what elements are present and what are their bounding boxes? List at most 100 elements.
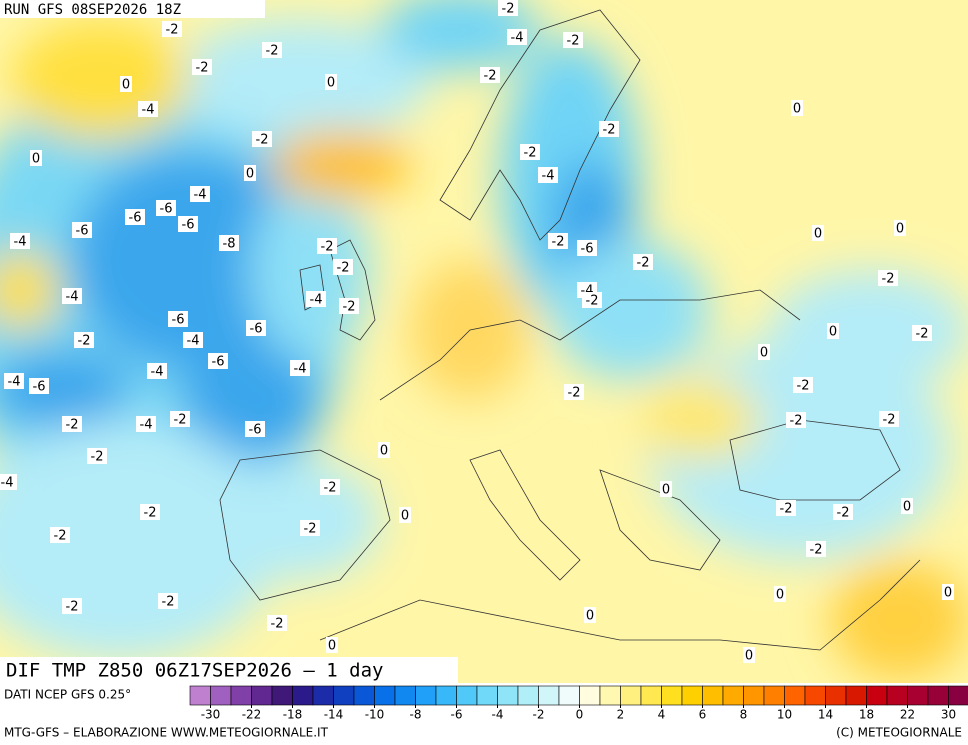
colorbar-tick-label: -6 bbox=[451, 708, 463, 722]
contour-label-bg bbox=[791, 100, 803, 116]
contour-label: -4 bbox=[14, 235, 27, 250]
contour-label: 0 bbox=[944, 586, 952, 601]
colorbar-swatch bbox=[476, 685, 498, 706]
colorbar-swatch bbox=[456, 685, 478, 706]
colorbar-tick-label: -22 bbox=[242, 708, 262, 722]
colorbar-swatch bbox=[374, 685, 396, 706]
contour-label-bg bbox=[507, 29, 527, 45]
contour-label: -6 bbox=[172, 313, 185, 328]
colorbar-tick-label: -4 bbox=[492, 708, 504, 722]
contour-label-bg bbox=[480, 67, 500, 83]
contour-label-bg bbox=[912, 325, 932, 341]
contour-label-bg bbox=[158, 593, 178, 609]
contour-label: -6 bbox=[33, 380, 46, 395]
contour-label-bg bbox=[62, 416, 82, 432]
contour-label: -2 bbox=[790, 414, 803, 429]
contour-label: 0 bbox=[745, 649, 753, 664]
contour-label-bg bbox=[743, 647, 755, 663]
colorbar-swatch bbox=[620, 685, 642, 706]
colorbar-tick-label: 30 bbox=[941, 708, 956, 722]
colorbar-tick-label: 10 bbox=[777, 708, 792, 722]
run-box bbox=[0, 0, 265, 18]
contour-label-bg bbox=[245, 421, 265, 437]
colorbar-tick-label: -10 bbox=[365, 708, 385, 722]
contour-label-bg bbox=[147, 363, 167, 379]
contour-label-bg bbox=[901, 498, 913, 514]
contour-label: -4 bbox=[1, 476, 14, 491]
contour-label: 0 bbox=[814, 227, 822, 242]
contour-label-bg bbox=[942, 584, 954, 600]
colorbar-swatch bbox=[333, 685, 355, 706]
contour-label: -2 bbox=[484, 69, 497, 84]
contour-label-bg bbox=[125, 209, 145, 225]
contour-label-bg bbox=[584, 607, 596, 623]
colorbar-tick-label: 6 bbox=[699, 708, 707, 722]
contour-label-bg bbox=[62, 288, 82, 304]
contour-label: -4 bbox=[187, 334, 200, 349]
contour-label-bg bbox=[306, 291, 326, 307]
contour-label: -6 bbox=[581, 242, 594, 257]
colorbar-swatch bbox=[579, 685, 601, 706]
contour-label: -2 bbox=[91, 450, 104, 465]
contour-label: 0 bbox=[586, 609, 594, 624]
contour-label: -2 bbox=[174, 413, 187, 428]
contour-label-bg bbox=[74, 332, 94, 348]
colorbar-tick-label: 14 bbox=[818, 708, 833, 722]
run-label: RUN GFS 08SEP2026 18Z bbox=[4, 2, 181, 18]
contour-label-bg bbox=[136, 416, 156, 432]
colorbar-swatch bbox=[415, 685, 437, 706]
contour-label-bg bbox=[378, 442, 390, 458]
contour-label: -2 bbox=[196, 61, 209, 76]
contour-label: -6 bbox=[250, 322, 263, 337]
colorbar-swatch bbox=[866, 685, 888, 706]
contour-label: -2 bbox=[256, 133, 269, 148]
contour-label: -2 bbox=[603, 123, 616, 138]
colorbar-swatch bbox=[251, 685, 273, 706]
colorbar-tick-label: 2 bbox=[617, 708, 625, 722]
contour-label: 0 bbox=[760, 346, 768, 361]
contour-label-bg bbox=[563, 32, 583, 48]
contour-label-bg bbox=[399, 507, 411, 523]
contour-label: -4 bbox=[294, 362, 307, 377]
contour-label-bg bbox=[339, 298, 359, 314]
colorbar-swatch bbox=[640, 685, 662, 706]
colorbar-swatch bbox=[743, 685, 765, 706]
colorbar-tick-label: 0 bbox=[576, 708, 584, 722]
contour-label-bg bbox=[582, 292, 602, 308]
colorbar-swatch bbox=[189, 685, 211, 706]
contour-label-bg bbox=[120, 76, 132, 92]
contour-label-bg bbox=[827, 323, 839, 339]
contour-label-bg bbox=[300, 520, 320, 536]
colorbar-tick-label: -8 bbox=[410, 708, 422, 722]
contour-label-bg bbox=[317, 238, 337, 254]
colorbar-swatch bbox=[661, 685, 683, 706]
colorbar-swatch bbox=[538, 685, 560, 706]
colorbar-swatch bbox=[497, 685, 519, 706]
contour-label: -6 bbox=[160, 202, 173, 217]
contour-label: -4 bbox=[194, 188, 207, 203]
contour-label-bg bbox=[178, 216, 198, 232]
contour-label-bg bbox=[192, 59, 212, 75]
colorbar-tick-label: 4 bbox=[658, 708, 666, 722]
colorbar-swatch bbox=[271, 685, 293, 706]
colorbar-tick-label: 18 bbox=[859, 708, 874, 722]
colorbar-swatch bbox=[292, 685, 314, 706]
colorbar-swatch bbox=[435, 685, 457, 706]
colorbar-swatch bbox=[681, 685, 703, 706]
contour-label: -2 bbox=[797, 379, 810, 394]
contour-label-bg bbox=[0, 474, 17, 490]
contour-label: 0 bbox=[327, 76, 335, 91]
contour-label: 0 bbox=[32, 152, 40, 167]
contour-label-bg bbox=[183, 332, 203, 348]
contour-label: -4 bbox=[8, 375, 21, 390]
contour-label-bg bbox=[246, 320, 266, 336]
colorbar-swatch bbox=[763, 685, 785, 706]
colorbar-swatch bbox=[948, 685, 968, 706]
contour-label: -2 bbox=[882, 272, 895, 287]
colorbar-swatch bbox=[927, 685, 949, 706]
contour-label: -2 bbox=[66, 418, 79, 433]
colorbar-swatch bbox=[825, 685, 847, 706]
contour-label-bg bbox=[577, 240, 597, 256]
contour-label-bg bbox=[244, 165, 256, 181]
